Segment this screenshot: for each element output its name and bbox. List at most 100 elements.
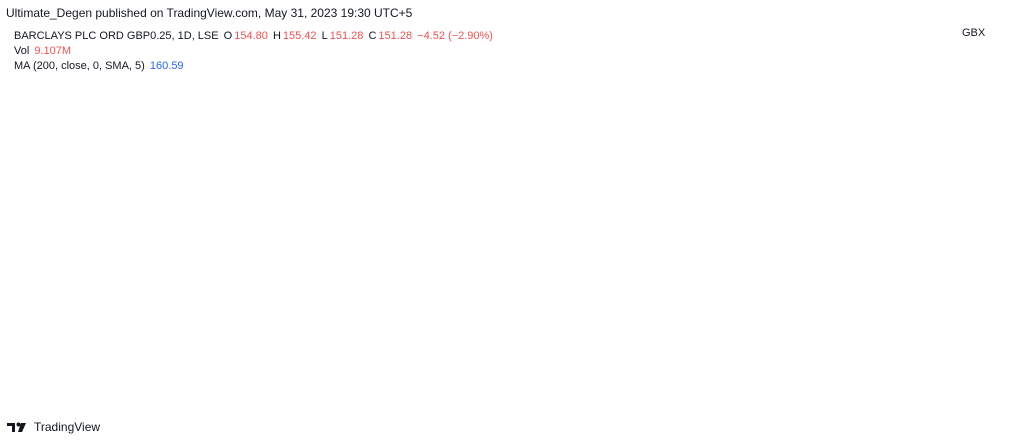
candle: [525, 168, 528, 184]
volume-bar: [237, 354, 240, 388]
price-tick-label: 160.00: [968, 153, 1002, 165]
candle: [672, 108, 675, 122]
earnings-marker-icon: E: [521, 370, 535, 386]
candle-body: [322, 171, 325, 179]
candle: [601, 82, 605, 94]
volume-bar: [134, 341, 137, 388]
volume-bar: [369, 366, 372, 388]
volume-bar: [187, 369, 190, 388]
candle: [328, 182, 331, 189]
channel-layer: [8, 93, 959, 260]
candle-body: [31, 57, 34, 59]
volume-bar: [631, 349, 634, 388]
candle-body: [278, 126, 281, 132]
volume-axis-badge-text: 9.107M: [962, 377, 999, 389]
volume-bar: [707, 334, 710, 388]
volume-bar: [443, 378, 446, 388]
close-value: 151.28: [378, 30, 413, 42]
candle-body: [401, 111, 405, 117]
candle-body: [784, 156, 787, 162]
volume-bar: [643, 319, 646, 388]
candle: [407, 111, 411, 124]
volume-bar: [16, 376, 19, 388]
candle: [169, 176, 172, 184]
candle: [216, 214, 219, 226]
candle-body: [175, 187, 178, 194]
candle: [140, 111, 143, 118]
volume-bar: [784, 352, 787, 388]
candle: [569, 147, 572, 166]
lightning-event-ring: [837, 370, 853, 386]
candle-body: [375, 149, 378, 154]
candle: [825, 159, 828, 165]
candle: [234, 194, 237, 210]
candle: [99, 76, 102, 93]
candle-body: [99, 77, 102, 92]
volume-bar: [502, 370, 505, 388]
candle: [390, 117, 393, 130]
volume-bar: [228, 366, 231, 388]
candle-body: [296, 142, 299, 157]
volume-bar: [575, 345, 578, 388]
volume-bar: [290, 350, 293, 388]
candle-body: [325, 178, 328, 184]
volume-bar: [84, 346, 87, 388]
candle: [299, 148, 302, 163]
volume-bar: [404, 367, 407, 388]
candle-body: [563, 164, 566, 170]
volume-bar: [710, 365, 713, 388]
candle: [725, 225, 728, 231]
volume-bar: [246, 377, 249, 388]
volume-bar: [837, 343, 840, 388]
candle: [428, 133, 431, 154]
footer-brand[interactable]: TradingView: [6, 420, 100, 434]
candle-body: [490, 207, 493, 222]
price-axis-badge-text: 160.58: [966, 151, 1000, 163]
dividend-marker-ring: [407, 370, 423, 386]
candle-body: [801, 171, 804, 180]
candle: [440, 163, 443, 170]
event-marker-letter: E: [691, 374, 698, 385]
volume-bar: [663, 358, 666, 388]
volume-bar: [49, 368, 52, 388]
candle: [742, 237, 746, 248]
candle: [704, 192, 707, 201]
candle-body: [319, 168, 322, 172]
earnings-marker-icon: E: [687, 370, 701, 386]
candle: [693, 140, 696, 169]
volume-bar: [760, 364, 763, 388]
candle-body: [266, 145, 269, 156]
dividend-marker-ring: [701, 370, 717, 386]
volume-bar: [728, 341, 731, 388]
volume-bar: [75, 378, 78, 388]
candle-body: [457, 210, 461, 224]
volume-bar: [660, 379, 663, 388]
candle: [381, 134, 384, 147]
candle: [669, 104, 672, 113]
candle: [840, 169, 843, 190]
candle-body: [810, 177, 813, 182]
volume-bar: [319, 360, 322, 388]
price-axis-badge-countdown: 01:49:07: [962, 196, 1005, 208]
volume-bar: [810, 373, 813, 388]
candle: [604, 85, 608, 92]
volume-bar: [625, 360, 628, 388]
event-marker-letter: E: [931, 374, 938, 385]
candle-body: [510, 181, 513, 188]
candle: [516, 170, 519, 183]
volume-bar: [19, 356, 22, 388]
candle-body: [131, 104, 134, 111]
earnings-marker-box: [160, 370, 174, 386]
candle-body: [152, 147, 155, 156]
candle-body: [454, 200, 458, 211]
candle: [354, 197, 358, 203]
event-marker-letter: E: [393, 374, 400, 385]
candle: [584, 123, 587, 135]
volume-bar: [657, 368, 660, 388]
candle-body: [119, 117, 122, 121]
candle: [698, 170, 702, 184]
volume-bar: [413, 350, 416, 388]
candle-body: [269, 140, 272, 146]
candle-body: [75, 48, 78, 52]
volume-bar: [422, 340, 425, 388]
